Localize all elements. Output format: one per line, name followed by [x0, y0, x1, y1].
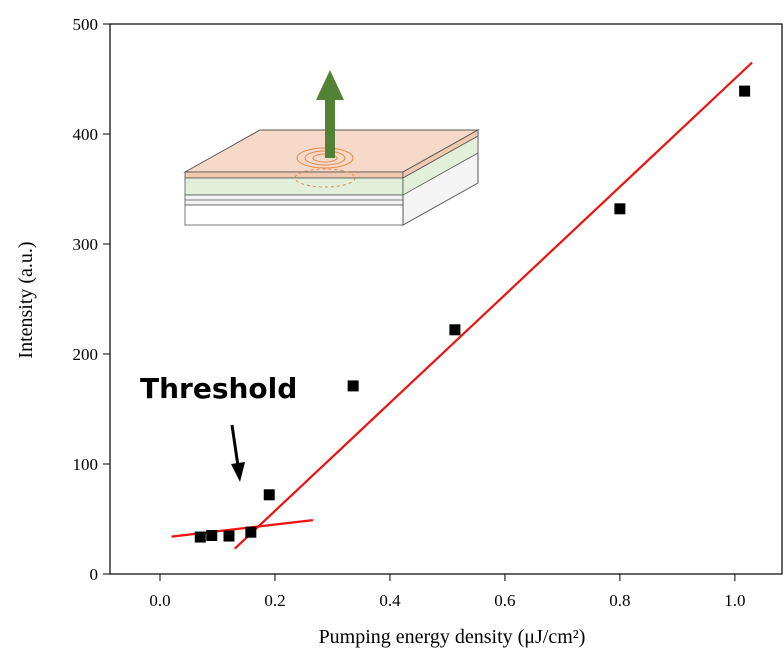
- x-tick-label: 0.8: [609, 591, 630, 610]
- fit-line: [233, 61, 753, 550]
- fit-line: [171, 519, 314, 538]
- x-tick-label: 0.2: [264, 591, 285, 610]
- data-point: [245, 526, 257, 538]
- plot-frame: [109, 23, 783, 575]
- inset-diagram: [183, 70, 480, 226]
- x-tick-label: 0.4: [379, 591, 401, 610]
- data-point: [223, 530, 235, 542]
- y-tick-label: 0: [90, 565, 99, 584]
- y-tick-label: 300: [73, 235, 99, 254]
- data-point: [263, 489, 275, 501]
- data-point: [614, 203, 626, 215]
- data-point: [347, 380, 359, 392]
- y-tick-label: 400: [73, 125, 99, 144]
- data-point: [739, 85, 751, 97]
- annotation: Threshold: [140, 372, 297, 405]
- data-point: [449, 324, 461, 336]
- y-axis-label: Intensity (a.u.): [15, 241, 37, 358]
- x-axis-label: Pumping energy density (μJ/cm²): [319, 626, 586, 648]
- x-tick-label: 1.0: [724, 591, 745, 610]
- y-tick-label: 500: [73, 15, 99, 34]
- y-tick-label: 200: [73, 345, 99, 364]
- x-tick-label: 0.6: [494, 591, 515, 610]
- data-point: [194, 531, 206, 543]
- data-point: [206, 530, 218, 541]
- x-tick-label: 0.0: [149, 591, 170, 610]
- y-tick-label: 100: [73, 455, 99, 474]
- annotation-arrow: [230, 424, 245, 482]
